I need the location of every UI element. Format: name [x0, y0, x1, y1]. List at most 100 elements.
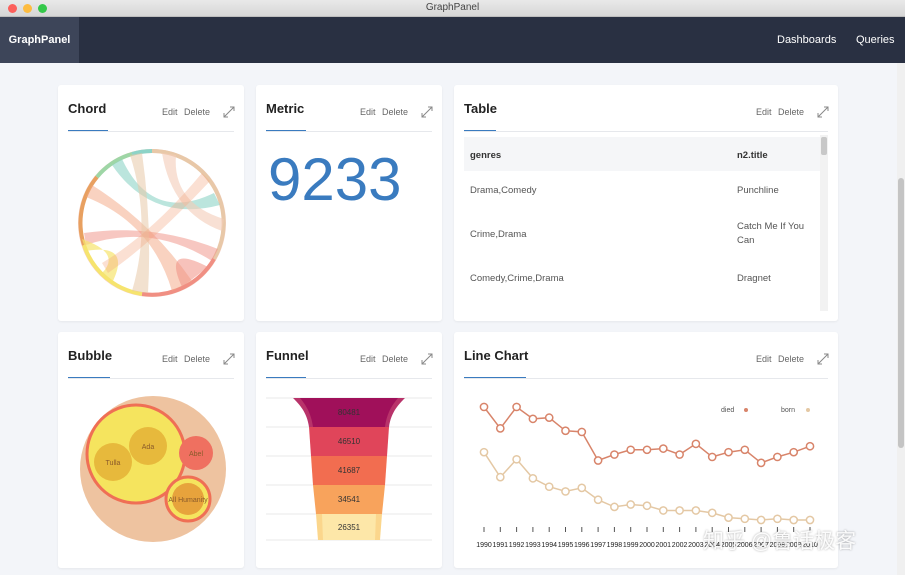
x-tick-label: 1992 — [509, 542, 525, 549]
bubble-label: Ada — [142, 444, 155, 451]
data-point-born[interactable] — [610, 502, 619, 512]
x-tick-label: 1994 — [541, 542, 557, 549]
bubble-card: Bubble Edit Delete Ada Tulla Abel All Hu… — [58, 332, 244, 568]
chord-arc — [141, 257, 216, 297]
chord-ribbon — [162, 153, 224, 231]
bubble-tulla — [94, 443, 132, 481]
header-divider — [266, 378, 432, 379]
data-point-died[interactable] — [626, 445, 636, 455]
chord-arc — [151, 149, 226, 260]
data-point-died[interactable] — [658, 444, 668, 453]
edit-button[interactable]: Edit — [162, 354, 178, 364]
delete-button[interactable]: Delete — [382, 354, 409, 364]
nav-queries[interactable]: Queries — [856, 34, 895, 46]
data-point-born[interactable] — [707, 508, 717, 518]
data-point-born[interactable] — [675, 506, 684, 515]
edit-button[interactable]: Edit — [162, 107, 178, 117]
funnel-label: 34541 — [338, 495, 361, 504]
bubble-label: Tulla — [106, 460, 121, 467]
table-scrollbar[interactable] — [820, 135, 828, 311]
data-point-died[interactable] — [756, 458, 766, 468]
edit-button[interactable]: Edit — [756, 354, 772, 364]
delete-button[interactable]: Delete — [778, 107, 805, 117]
expand-icon[interactable] — [421, 106, 433, 118]
funnel-label: 80481 — [338, 408, 361, 417]
data-point-died[interactable] — [773, 452, 782, 462]
x-tick-label: 2001 — [656, 542, 672, 549]
expand-icon[interactable] — [223, 353, 235, 365]
expand-icon[interactable] — [223, 106, 235, 118]
table-title: Table — [464, 101, 497, 116]
data-point-died[interactable] — [707, 452, 717, 462]
edit-button[interactable]: Edit — [360, 354, 376, 364]
chord-arc — [95, 152, 133, 179]
data-point-died[interactable] — [512, 402, 521, 412]
data-point-died[interactable] — [495, 424, 505, 433]
funnel-card: Funnel Edit Delete 80481 46510 41687 345… — [256, 332, 442, 568]
data-point-died[interactable] — [561, 426, 570, 436]
chord-ribbon — [102, 173, 210, 273]
data-point-born[interactable] — [789, 515, 799, 525]
expand-icon[interactable] — [421, 353, 433, 365]
data-point-born[interactable] — [512, 454, 521, 464]
chord-arc — [78, 175, 99, 246]
data-point-born[interactable] — [593, 495, 603, 505]
chord-ribbon — [82, 239, 119, 283]
column-header[interactable]: genres — [470, 150, 502, 161]
data-point-died[interactable] — [642, 445, 652, 455]
data-point-died[interactable] — [528, 414, 538, 424]
brand-link[interactable]: GraphPanel — [0, 17, 79, 63]
data-point-died[interactable] — [479, 402, 489, 412]
data-point-born[interactable] — [691, 506, 701, 515]
chord-arc — [131, 149, 153, 156]
delete-button[interactable]: Delete — [382, 107, 409, 117]
table-scrollbar-thumb[interactable] — [821, 137, 827, 155]
data-point-born[interactable] — [561, 487, 570, 496]
page-scrollbar-thumb[interactable] — [898, 178, 904, 448]
data-point-born[interactable] — [528, 474, 538, 483]
data-point-died[interactable] — [691, 439, 701, 449]
expand-icon[interactable] — [817, 106, 829, 118]
data-point-born[interactable] — [724, 513, 733, 522]
data-point-died[interactable] — [544, 413, 554, 423]
delete-button[interactable]: Delete — [778, 354, 805, 364]
data-point-died[interactable] — [740, 445, 750, 455]
chord-ribbon — [175, 258, 208, 287]
data-point-died[interactable] — [789, 447, 799, 457]
data-point-born[interactable] — [658, 506, 668, 515]
zoom-window-button[interactable] — [38, 4, 47, 13]
data-point-died[interactable] — [610, 450, 619, 459]
bubble-title: Bubble — [68, 348, 113, 363]
data-point-born[interactable] — [805, 515, 815, 525]
data-point-died[interactable] — [593, 456, 603, 465]
data-point-born[interactable] — [642, 501, 652, 511]
delete-button[interactable]: Delete — [184, 107, 211, 117]
data-point-died[interactable] — [724, 447, 733, 457]
data-point-born[interactable] — [544, 482, 554, 492]
edit-button[interactable]: Edit — [756, 107, 772, 117]
data-point-died[interactable] — [805, 441, 815, 451]
expand-icon[interactable] — [817, 353, 829, 365]
data-point-born[interactable] — [740, 514, 750, 524]
data-point-died[interactable] — [577, 427, 587, 437]
delete-button[interactable]: Delete — [184, 354, 211, 364]
data-point-born[interactable] — [773, 514, 782, 524]
bubble-all-humanity — [172, 483, 204, 515]
x-tick-label: 1990 — [476, 542, 492, 549]
edit-button[interactable]: Edit — [360, 107, 376, 117]
close-window-button[interactable] — [8, 4, 17, 13]
column-header[interactable]: n2.title — [737, 150, 768, 161]
data-point-born[interactable] — [479, 447, 489, 457]
minimize-window-button[interactable] — [23, 4, 32, 13]
data-point-born[interactable] — [756, 515, 766, 525]
data-point-born[interactable] — [495, 472, 505, 482]
page-scrollbar[interactable] — [897, 63, 905, 575]
x-tick-label: 1996 — [574, 542, 590, 549]
table-cell: Crime,Drama — [470, 229, 527, 240]
nav-dashboards[interactable]: Dashboards — [777, 34, 837, 46]
data-point-died[interactable] — [675, 450, 684, 459]
legend-marker-born — [806, 408, 810, 412]
data-point-born[interactable] — [577, 483, 587, 493]
data-point-born[interactable] — [626, 500, 636, 509]
table-cell: Catch Me If You Can — [737, 221, 805, 246]
